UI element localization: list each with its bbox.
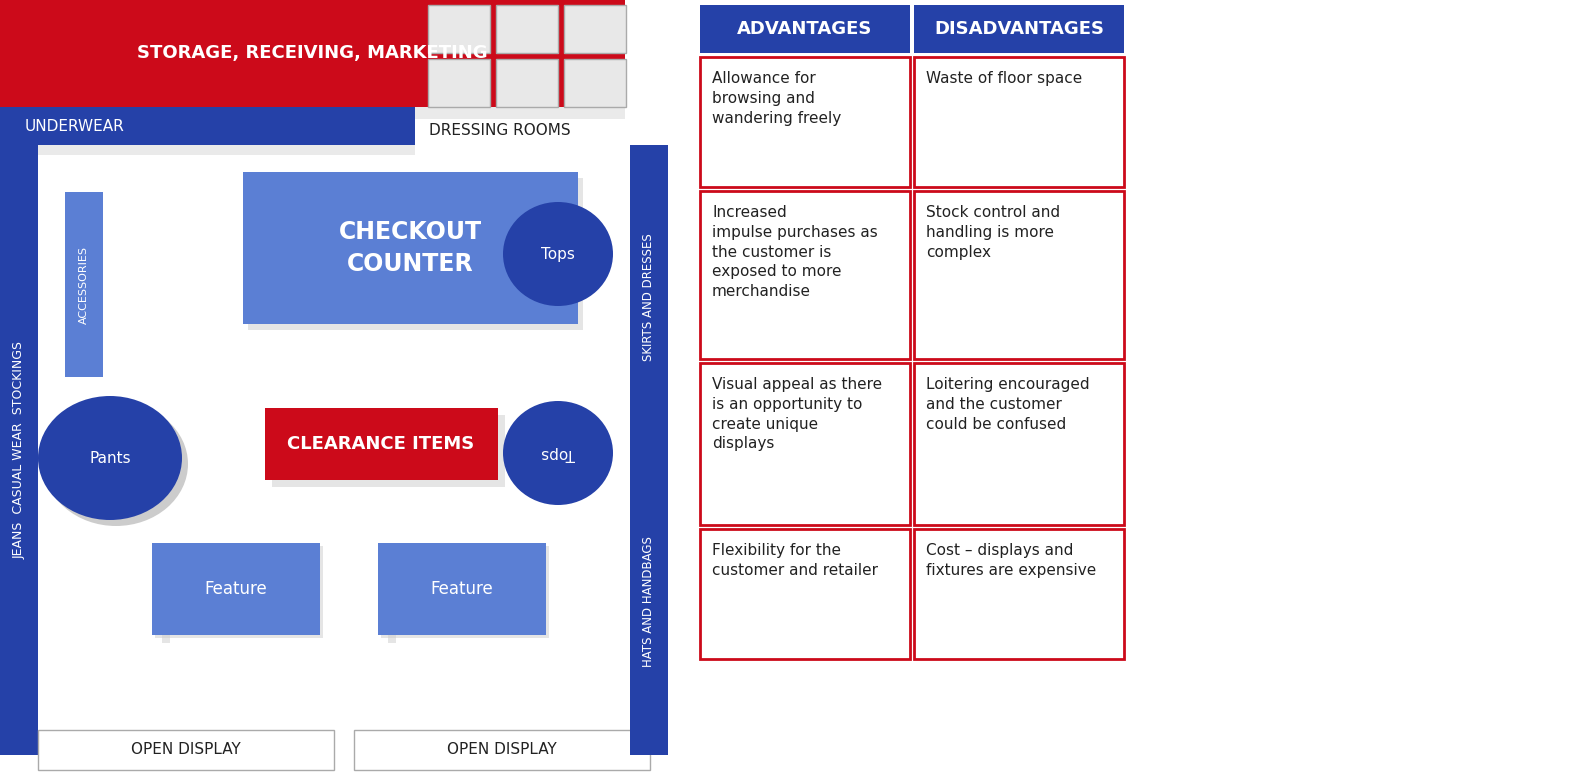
Bar <box>564 5 626 53</box>
Bar <box>700 57 911 187</box>
Bar <box>914 5 1124 53</box>
Text: UNDERWEAR: UNDERWEAR <box>25 118 124 133</box>
Text: OPEN DISPLAY: OPEN DISPLAY <box>447 742 557 757</box>
Text: JEANS  CASUAL WEAR  STOCKINGS: JEANS CASUAL WEAR STOCKINGS <box>13 341 25 559</box>
Bar <box>496 59 557 107</box>
Text: SKIRTS AND DRESSES: SKIRTS AND DRESSES <box>642 233 656 361</box>
Ellipse shape <box>38 396 182 520</box>
Bar <box>700 191 911 359</box>
Bar <box>914 57 1124 187</box>
Text: Loitering encouraged
and the customer
could be confused: Loitering encouraged and the customer co… <box>926 377 1090 432</box>
Text: Tops: Tops <box>542 246 575 262</box>
Bar <box>700 5 911 53</box>
Bar <box>272 408 279 480</box>
Text: Visual appeal as there
is an opportunity to
create unique
displays: Visual appeal as there is an opportunity… <box>713 377 882 452</box>
Bar <box>630 145 667 450</box>
Bar <box>0 145 38 755</box>
Bar <box>162 553 170 643</box>
Bar <box>152 543 320 635</box>
Text: Tops: Tops <box>542 445 575 460</box>
Bar <box>914 529 1124 659</box>
Bar <box>564 59 626 107</box>
Bar <box>155 546 323 638</box>
Text: HATS AND HANDBAGS: HATS AND HANDBAGS <box>642 536 656 667</box>
Bar <box>700 529 911 659</box>
Text: Increased
impulse purchases as
the customer is
exposed to more
merchandise: Increased impulse purchases as the custo… <box>713 205 878 299</box>
Bar <box>630 450 667 755</box>
Text: DRESSING ROOMS: DRESSING ROOMS <box>429 122 571 137</box>
Bar <box>382 546 550 638</box>
Text: Feature: Feature <box>204 580 267 598</box>
Bar <box>248 178 582 330</box>
Bar <box>243 172 578 324</box>
Bar <box>5 145 414 155</box>
Bar <box>0 0 625 107</box>
Text: STORAGE, RECEIVING, MARKETING: STORAGE, RECEIVING, MARKETING <box>137 44 487 62</box>
Bar <box>5 107 625 119</box>
Bar <box>429 5 490 53</box>
Bar <box>38 730 334 770</box>
Ellipse shape <box>502 401 612 505</box>
Bar <box>496 5 557 53</box>
Ellipse shape <box>502 202 612 306</box>
Bar <box>0 107 414 145</box>
Text: Allowance for
browsing and
wandering freely: Allowance for browsing and wandering fre… <box>713 71 842 125</box>
Bar <box>378 543 546 635</box>
Text: Feature: Feature <box>430 580 493 598</box>
Bar <box>267 415 275 480</box>
Text: Waste of floor space: Waste of floor space <box>926 71 1082 86</box>
Text: OPEN DISPLAY: OPEN DISPLAY <box>132 742 240 757</box>
Text: Cost – displays and
fixtures are expensive: Cost – displays and fixtures are expensi… <box>926 543 1096 578</box>
Bar <box>700 363 911 525</box>
Text: ADVANTAGES: ADVANTAGES <box>738 20 873 38</box>
Text: DISADVANTAGES: DISADVANTAGES <box>934 20 1104 38</box>
Bar <box>353 730 650 770</box>
Bar <box>914 363 1124 525</box>
Bar <box>388 553 396 643</box>
Bar <box>64 192 104 377</box>
Text: Stock control and
handling is more
complex: Stock control and handling is more compl… <box>926 205 1060 260</box>
Text: Flexibility for the
customer and retailer: Flexibility for the customer and retaile… <box>713 543 878 578</box>
Bar <box>429 59 490 107</box>
Bar <box>265 408 498 480</box>
Text: ACCESSORIES: ACCESSORIES <box>78 246 89 324</box>
Text: Pants: Pants <box>89 451 130 466</box>
Ellipse shape <box>44 402 188 526</box>
Bar <box>272 415 506 487</box>
Text: CLEARANCE ITEMS: CLEARANCE ITEMS <box>287 435 474 453</box>
Bar <box>914 191 1124 359</box>
Text: CHECKOUT
COUNTER: CHECKOUT COUNTER <box>339 220 482 276</box>
